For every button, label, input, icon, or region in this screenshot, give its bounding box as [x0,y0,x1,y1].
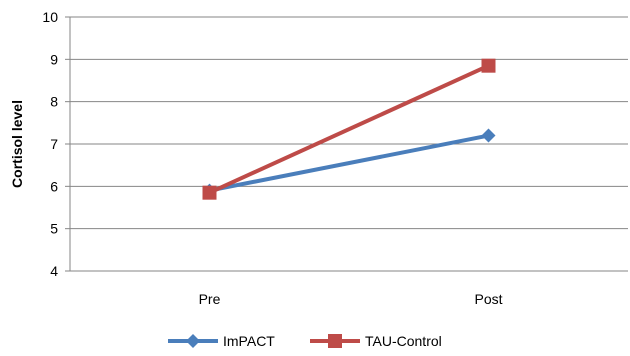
legend-item-tau-control: TAU-Control [310,333,442,349]
legend-label: ImPACT [223,333,275,349]
y-tick-label: 7 [50,136,58,152]
x-tick-labels: Pre Post [199,291,503,307]
series-tau-control [202,58,496,200]
gridlines [65,16,628,272]
legend-swatch-marker [186,334,200,348]
y-axis-label: Cortisol level [9,100,25,188]
data-point-tau-control [202,185,217,200]
series-line-tau-control [208,63,490,195]
legend: ImPACT TAU-Control [168,333,442,349]
x-tick-label: Pre [199,291,221,307]
y-tick-label: 5 [50,221,58,237]
y-tick-label: 9 [50,51,58,67]
data-point-tau-control [481,58,496,73]
legend-swatch-marker [328,334,342,348]
y-tick-label: 8 [50,94,58,110]
series-line-impact [209,133,489,193]
series-impact [202,128,496,198]
x-tick-label: Post [474,291,502,307]
y-tick-label: 6 [50,178,58,194]
data-point-impact [481,128,496,143]
series-group [202,58,496,200]
y-tick-labels: 4 5 6 7 8 9 10 [42,9,58,279]
legend-item-impact: ImPACT [168,333,275,349]
y-tick-label: 4 [50,263,58,279]
y-tick-label: 10 [42,9,58,25]
legend-label: TAU-Control [365,333,442,349]
